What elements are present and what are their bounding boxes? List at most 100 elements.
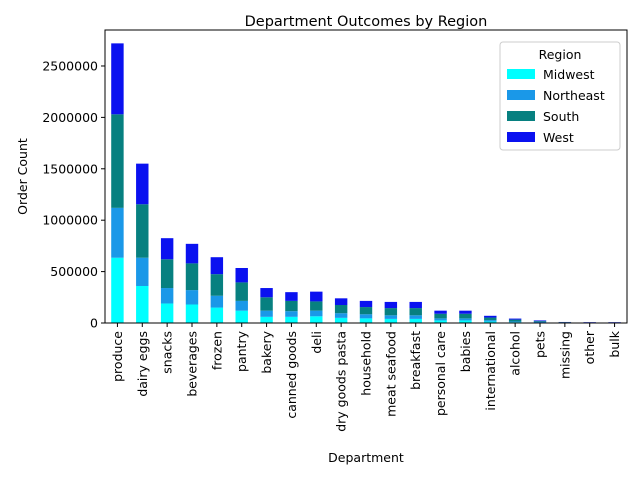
legend-label-west: West — [543, 130, 574, 145]
bar-frozen-midwest — [210, 307, 224, 323]
bar-international-midwest — [484, 321, 497, 323]
x-axis-title: Department — [328, 450, 404, 465]
bar-dairy-eggs-south — [136, 204, 149, 258]
bar-deli-west — [310, 291, 323, 302]
x-tick-label: bulk — [607, 330, 622, 357]
bar-alcohol-west — [508, 318, 522, 320]
bar-snacks-west — [160, 238, 174, 260]
bar-snacks-northeast — [160, 288, 174, 304]
bar-breakfast-northeast — [409, 315, 422, 319]
bar-international-west — [484, 315, 497, 318]
bar-pets-west — [533, 320, 547, 322]
bar-meat-seafood-northeast — [384, 315, 398, 319]
bar-dairy-eggs-northeast — [136, 257, 149, 286]
x-tick-label: produce — [110, 331, 125, 382]
chart-title: Department Outcomes by Region — [245, 14, 488, 30]
bar-personal-care-northeast — [434, 318, 447, 321]
bar-personal-care-midwest — [434, 320, 447, 323]
bar-breakfast-south — [409, 308, 422, 316]
bar-pantry-midwest — [235, 310, 248, 323]
bar-beverages-south — [185, 263, 199, 291]
bars-group — [111, 43, 621, 323]
bar-deli-south — [310, 301, 323, 311]
bar-household-northeast — [359, 314, 373, 319]
legend-items: Midwest Northeast South West — [507, 67, 605, 145]
bar-canned-goods-northeast — [285, 311, 298, 317]
x-axis: produce dairy eggs snacks beverages frozen pa… — [110, 323, 622, 432]
x-tick-label: dairy eggs — [135, 331, 150, 397]
bar-personal-care-west — [434, 310, 447, 314]
x-tick-label: snacks — [160, 331, 175, 374]
bar-international-south — [484, 317, 497, 321]
legend-swatch-south — [507, 111, 535, 121]
x-tick-label: pantry — [234, 330, 249, 372]
x-tick-label: pets — [533, 331, 548, 358]
bar-produce-midwest — [111, 257, 124, 323]
x-tick-label: missing — [557, 331, 572, 379]
bar-bakery-south — [260, 297, 273, 311]
bar-snacks-south — [160, 259, 174, 289]
x-tick-label: babies — [458, 331, 473, 372]
bar-babies-west — [459, 310, 472, 314]
bar-pantry-west — [235, 267, 248, 283]
x-tick-label: personal care — [433, 331, 448, 416]
bar-breakfast-midwest — [409, 318, 422, 323]
bar-deli-northeast — [310, 310, 323, 317]
legend-label-northeast: Northeast — [543, 88, 605, 103]
x-tick-label: alcohol — [508, 331, 523, 376]
bar-dairy-eggs-midwest — [136, 285, 149, 323]
bar-bakery-northeast — [260, 310, 273, 317]
legend-swatch-west — [507, 132, 535, 142]
bar-dry-goods-pasta-south — [334, 305, 348, 314]
bar-babies-midwest — [459, 320, 472, 323]
bar-frozen-northeast — [210, 295, 224, 308]
bar-produce-west — [111, 43, 124, 115]
bar-canned-goods-midwest — [285, 316, 298, 323]
plot-frame — [104, 29, 628, 324]
bar-pets-northeast — [533, 321, 547, 323]
x-tick-label: breakfast — [408, 331, 423, 390]
bar-international-northeast — [484, 320, 497, 322]
bar-snacks-midwest — [160, 303, 174, 323]
bar-personal-care-south — [434, 313, 447, 319]
bar-deli-midwest — [310, 316, 323, 323]
y-tick-label: 1000000 — [42, 213, 98, 228]
bar-frozen-west — [210, 257, 224, 275]
bar-dry-goods-pasta-northeast — [334, 313, 348, 318]
bar-breakfast-west — [409, 301, 422, 309]
bar-produce-south — [111, 114, 124, 208]
x-tick-label: canned goods — [284, 331, 299, 419]
legend-swatch-midwest — [507, 69, 535, 79]
bar-produce-northeast — [111, 207, 124, 258]
bar-canned-goods-south — [285, 300, 298, 312]
bar-meat-seafood-west — [384, 301, 398, 309]
y-axis: 0 500000 1000000 1500000 2000000 2500000 — [42, 58, 105, 331]
bar-babies-northeast — [459, 318, 472, 321]
x-tick-label: international — [483, 331, 498, 411]
bar-dry-goods-pasta-west — [334, 298, 348, 306]
bar-pantry-northeast — [235, 300, 248, 311]
y-tick-label: 500000 — [50, 264, 98, 279]
bar-canned-goods-west — [285, 292, 298, 301]
y-tick-label: 0 — [90, 316, 98, 331]
legend-title: Region — [539, 47, 582, 62]
y-tick-label: 2500000 — [42, 58, 98, 73]
bar-frozen-south — [210, 274, 224, 296]
bar-household-south — [359, 307, 373, 315]
bar-alcohol-northeast — [508, 321, 522, 323]
bar-beverages-west — [185, 243, 199, 264]
y-tick-label: 1500000 — [42, 161, 98, 176]
x-tick-label: deli — [309, 331, 324, 354]
bar-beverages-northeast — [185, 290, 199, 305]
bar-babies-south — [459, 313, 472, 319]
bar-bakery-midwest — [260, 316, 273, 323]
bar-dry-goods-pasta-midwest — [334, 317, 348, 323]
bar-alcohol-south — [508, 319, 522, 322]
x-tick-label: other — [582, 330, 597, 364]
bar-bakery-west — [260, 288, 273, 298]
bar-pantry-south — [235, 282, 248, 301]
bar-household-west — [359, 300, 373, 308]
y-tick-label: 2000000 — [42, 110, 98, 125]
legend: Region Midwest Northeast South West — [499, 41, 621, 151]
x-tick-label: dry goods pasta — [334, 331, 349, 432]
